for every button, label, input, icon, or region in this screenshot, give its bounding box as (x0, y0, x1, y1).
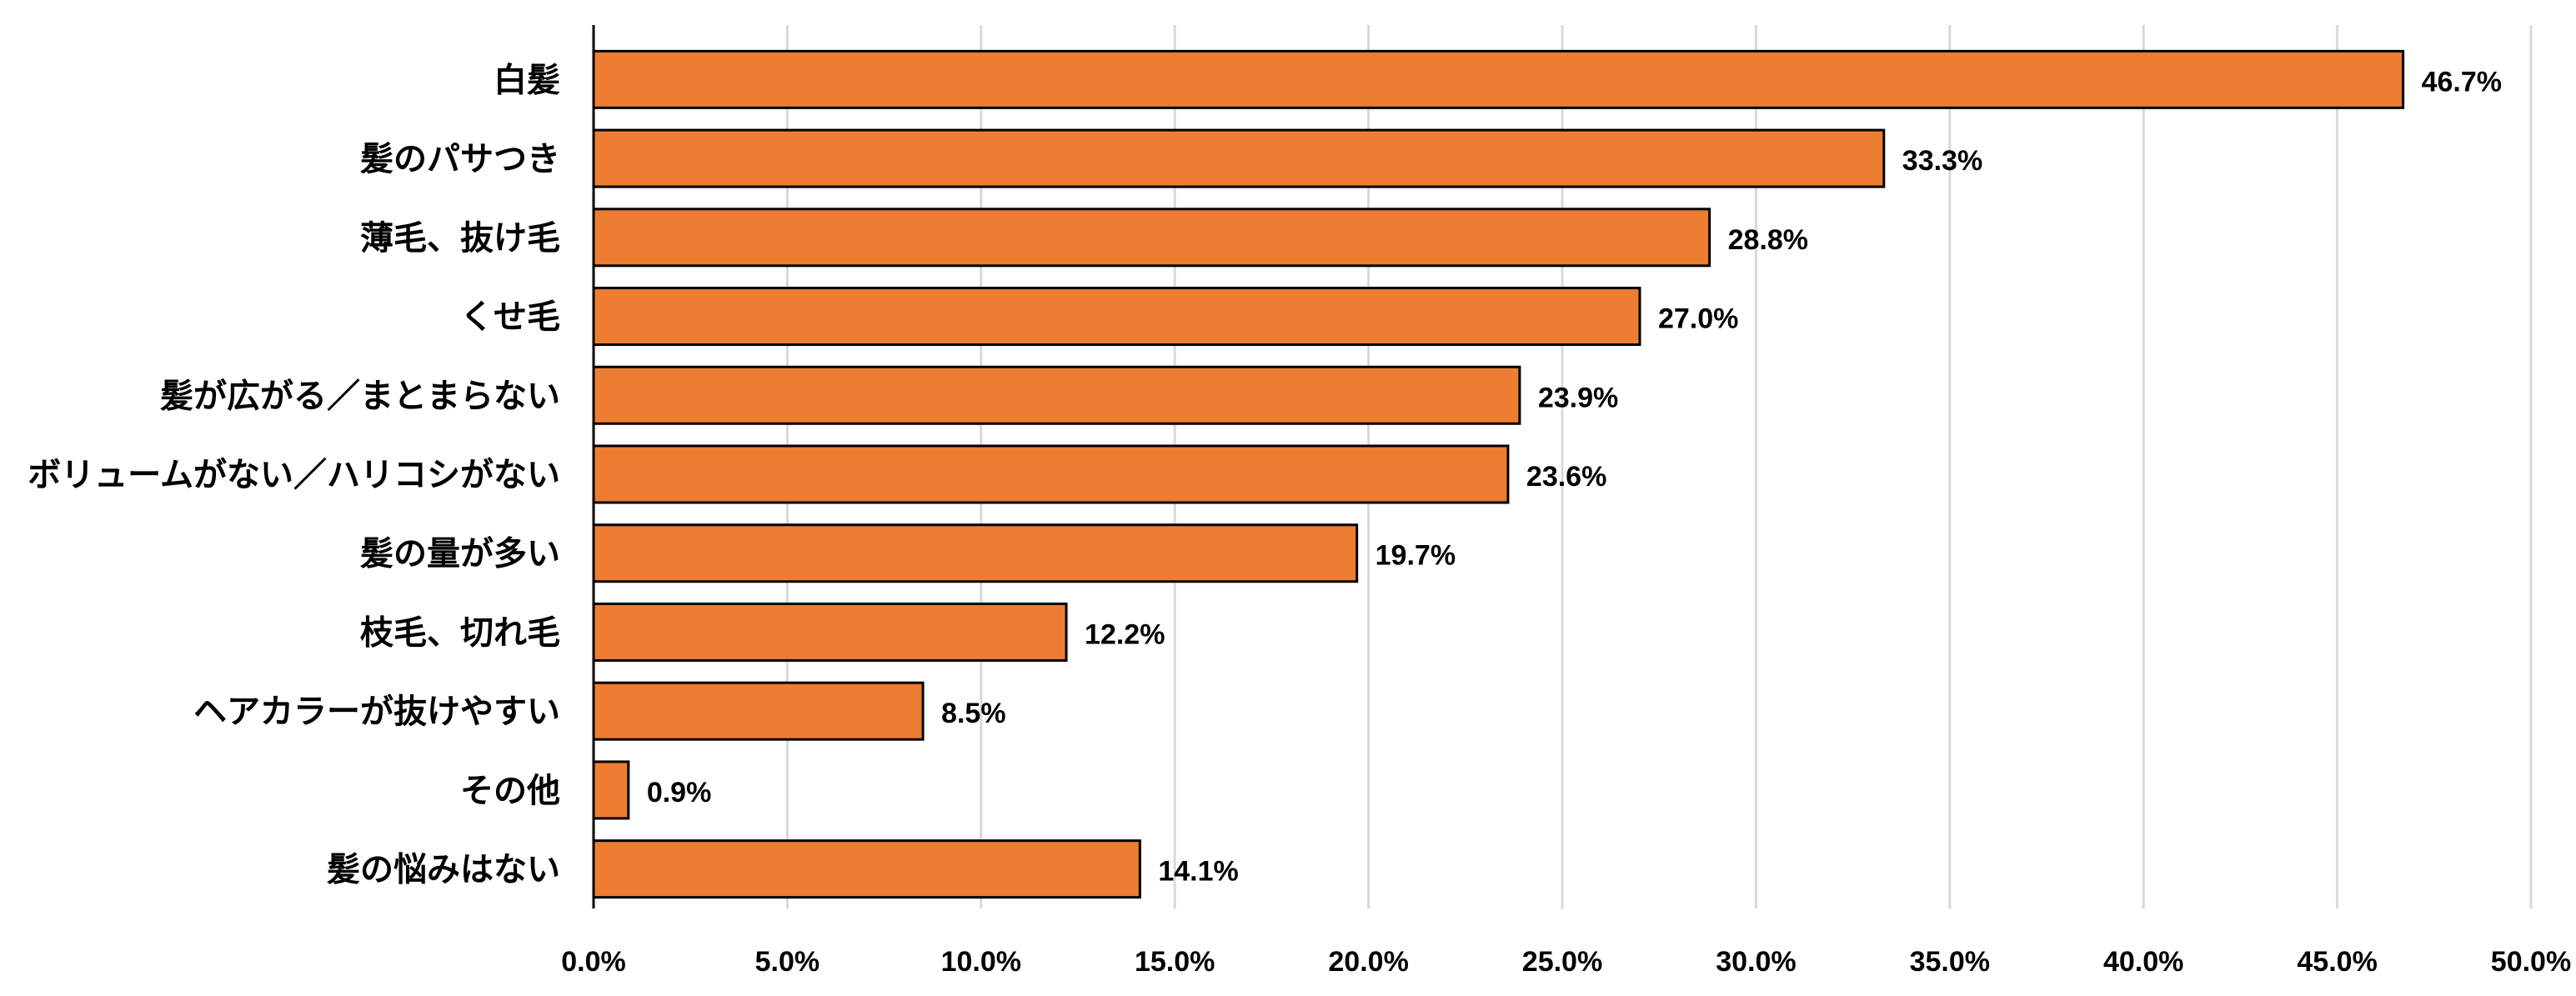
bars (592, 49, 2405, 899)
bar (592, 128, 1886, 188)
data-label: 23.6% (1526, 461, 1606, 493)
category-label: その他 (460, 772, 560, 810)
category-label: 髪の悩みはない (327, 851, 560, 889)
x-tick-label: 5.0% (755, 946, 820, 978)
bar (592, 760, 630, 820)
data-label: 33.3% (1902, 145, 1982, 177)
bar (592, 839, 1141, 899)
x-tick-label: 0.0% (561, 946, 626, 978)
bar (592, 208, 1711, 268)
bar (592, 523, 1359, 583)
x-tick-label: 15.0% (1135, 946, 1215, 978)
data-label: 14.1% (1158, 856, 1238, 888)
bar (592, 602, 1068, 662)
data-label: 19.7% (1376, 540, 1456, 572)
x-tick-label: 10.0% (941, 946, 1021, 978)
data-label: 23.9% (1538, 382, 1618, 413)
x-tick-label: 45.0% (2297, 946, 2377, 978)
category-label: 薄毛、抜け毛 (360, 219, 560, 258)
category-label: 枝毛、切れ毛 (360, 613, 560, 652)
category-label: くせ毛 (460, 298, 560, 337)
x-tick-label: 35.0% (1910, 946, 1990, 978)
data-label: 27.0% (1658, 303, 1738, 335)
category-label: 髪の量が多い (360, 535, 560, 573)
category-label: 髪のパサつき (360, 140, 560, 178)
category-label: ボリュームがない／ハリコシがない (28, 456, 560, 494)
data-label: 0.9% (647, 777, 712, 808)
x-tick-label: 20.0% (1328, 946, 1408, 978)
data-label: 8.5% (941, 698, 1006, 729)
bar (592, 365, 1521, 425)
category-label: ヘアカラーが抜けやすい (193, 693, 560, 731)
bar (592, 287, 1641, 347)
x-tick-label: 30.0% (1716, 946, 1796, 978)
data-label: 12.2% (1085, 618, 1165, 650)
x-tick-label: 25.0% (1522, 946, 1602, 978)
x-tick-label: 40.0% (2103, 946, 2183, 978)
bar (592, 444, 1510, 504)
labels: 0.0% 5.0% 10.0% 15.0% 20.0% 25.0% 30.0% 35.0% 40… (28, 61, 2571, 978)
bar (592, 49, 2405, 109)
category-label: 白髪 (494, 61, 560, 99)
x-tick-label: 50.0% (2491, 946, 2571, 978)
category-label: 髪が広がる／まとまらない (160, 377, 560, 415)
bar (592, 681, 925, 741)
data-label: 46.7% (2422, 66, 2502, 98)
data-label: 28.8% (1728, 224, 1808, 256)
